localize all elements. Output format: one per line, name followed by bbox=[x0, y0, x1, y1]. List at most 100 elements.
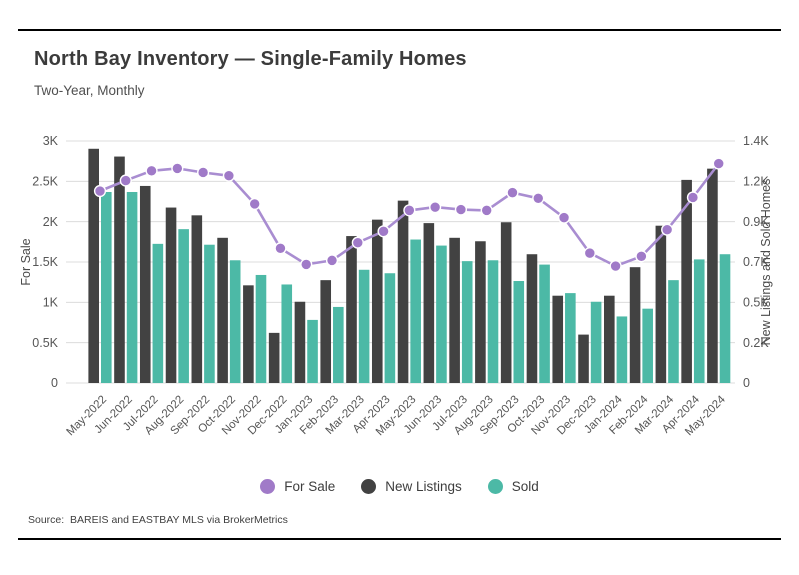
for-sale-point bbox=[325, 254, 339, 267]
left-axis-title: For Sale bbox=[19, 238, 33, 285]
bar-new-listings bbox=[320, 280, 332, 383]
bar-sold bbox=[281, 284, 293, 383]
bar-sold bbox=[436, 245, 447, 383]
bar-sold bbox=[642, 308, 653, 383]
legend-item-sold: Sold bbox=[487, 478, 539, 494]
bar-sold bbox=[487, 260, 499, 383]
chart-plot-area: 0 0 0.5K 0.2K 1K 0.5K 1.5K 0.7K 2K 0.9K 2.5K 1.2K 3K… bbox=[19, 134, 773, 438]
bar-new-listings bbox=[243, 285, 254, 383]
y-axis-tick-left: 0 bbox=[51, 376, 58, 390]
y-axis-tick-left: 2K bbox=[43, 215, 59, 229]
for-sale-point bbox=[300, 258, 313, 271]
y-axis-tick-left: 0.5K bbox=[32, 336, 58, 350]
legend-item-for-sale: For Sale bbox=[260, 478, 336, 494]
for-sale-point bbox=[197, 166, 210, 179]
for-sale-point bbox=[480, 204, 493, 217]
y-axis-tick-right: 1.2K bbox=[743, 175, 769, 189]
for-sale-point bbox=[351, 236, 364, 249]
bar-sold bbox=[204, 244, 215, 383]
new-listings-swatch-icon bbox=[361, 478, 377, 494]
top-rule bbox=[18, 29, 781, 31]
bar-new-listings bbox=[114, 156, 125, 383]
bar-sold bbox=[513, 281, 525, 383]
inventory-chart: 0 0 0.5K 0.2K 1K 0.5K 1.5K 0.7K 2K 0.9K 2.5K 1.2K 3K… bbox=[0, 110, 799, 460]
bar-sold bbox=[101, 191, 112, 383]
for-sale-swatch-icon bbox=[260, 478, 276, 494]
bar-new-listings bbox=[475, 241, 486, 383]
for-sale-point bbox=[248, 197, 261, 211]
bar-sold bbox=[152, 243, 164, 383]
bar-sold bbox=[539, 264, 550, 383]
for-sale-point bbox=[274, 242, 287, 255]
bar-new-listings bbox=[397, 200, 409, 383]
chart-title: North Bay Inventory — Single-Family Home… bbox=[34, 48, 467, 70]
for-sale-point bbox=[635, 250, 648, 263]
bar-new-listings bbox=[217, 237, 228, 383]
legend-label-for-sale: For Sale bbox=[284, 478, 336, 494]
for-sale-point bbox=[171, 162, 184, 175]
for-sale-point bbox=[712, 157, 725, 170]
bar-new-listings bbox=[655, 225, 667, 383]
bar-sold bbox=[126, 191, 138, 383]
bar-sold bbox=[719, 254, 731, 383]
bar-sold bbox=[410, 239, 421, 383]
for-sale-point bbox=[119, 174, 132, 187]
legend-label-sold: Sold bbox=[511, 478, 539, 494]
for-sale-point bbox=[506, 186, 519, 199]
y-axis-tick-right: 1.4K bbox=[743, 134, 769, 148]
for-sale-point bbox=[454, 203, 468, 216]
right-axis-title: New Listings and Sold Homes bbox=[759, 179, 773, 346]
sold-swatch-icon bbox=[487, 478, 503, 494]
bar-new-listings bbox=[268, 332, 280, 383]
y-axis-tick-right: 0 bbox=[743, 376, 750, 390]
legend-item-new-listings: New Listings bbox=[361, 478, 462, 494]
bottom-rule bbox=[18, 538, 781, 540]
for-sale-point bbox=[377, 225, 390, 238]
for-sale-point bbox=[222, 169, 236, 182]
bar-new-listings bbox=[526, 254, 538, 383]
bar-new-listings bbox=[552, 295, 564, 383]
y-axis-tick-right: 0.5K bbox=[743, 296, 769, 310]
bar-new-listings bbox=[500, 222, 512, 383]
for-sale-point bbox=[532, 192, 545, 205]
for-sale-point bbox=[93, 184, 107, 198]
bar-new-listings bbox=[191, 215, 203, 383]
y-axis-tick-right: 0.2K bbox=[743, 336, 769, 350]
bar-sold bbox=[565, 293, 576, 383]
bar-new-listings bbox=[165, 207, 177, 383]
y-axis-tick-right: 0.9K bbox=[743, 215, 769, 229]
bar-new-listings bbox=[629, 267, 641, 383]
bar-sold bbox=[255, 274, 267, 383]
bar-new-listings bbox=[139, 185, 151, 383]
bar-new-listings bbox=[371, 219, 383, 383]
bar-new-listings bbox=[449, 237, 460, 383]
for-sale-point bbox=[609, 259, 622, 273]
bar-new-listings bbox=[294, 301, 306, 383]
for-sale-point bbox=[583, 247, 596, 260]
bar-sold bbox=[668, 280, 679, 383]
bar-new-listings bbox=[346, 236, 357, 383]
for-sale-point bbox=[557, 211, 571, 224]
source-note: Source: BAREIS and EASTBAY MLS via Broke… bbox=[28, 514, 288, 526]
legend-label-new-listings: New Listings bbox=[385, 478, 462, 494]
bar-new-listings bbox=[604, 295, 615, 383]
y-axis-tick-left: 2.5K bbox=[32, 175, 58, 189]
bar-new-listings bbox=[707, 168, 718, 383]
for-sale-point bbox=[145, 164, 158, 177]
for-sale-point bbox=[403, 204, 416, 217]
y-axis-tick-right: 0.7K bbox=[743, 255, 769, 269]
bar-sold bbox=[358, 269, 370, 383]
bar-sold bbox=[178, 229, 189, 383]
for-sale-point bbox=[429, 201, 442, 214]
bar-new-listings bbox=[681, 179, 692, 383]
bar-sold bbox=[616, 316, 628, 383]
bar-sold bbox=[229, 260, 241, 383]
bar-new-listings bbox=[423, 223, 435, 383]
bar-sold bbox=[307, 319, 318, 383]
y-axis-tick-left: 3K bbox=[43, 134, 59, 148]
bar-new-listings bbox=[578, 334, 589, 383]
bar-sold bbox=[384, 273, 396, 383]
y-axis-tick-left: 1.5K bbox=[32, 255, 58, 269]
chart-legend: For Sale New Listings Sold bbox=[0, 472, 799, 500]
